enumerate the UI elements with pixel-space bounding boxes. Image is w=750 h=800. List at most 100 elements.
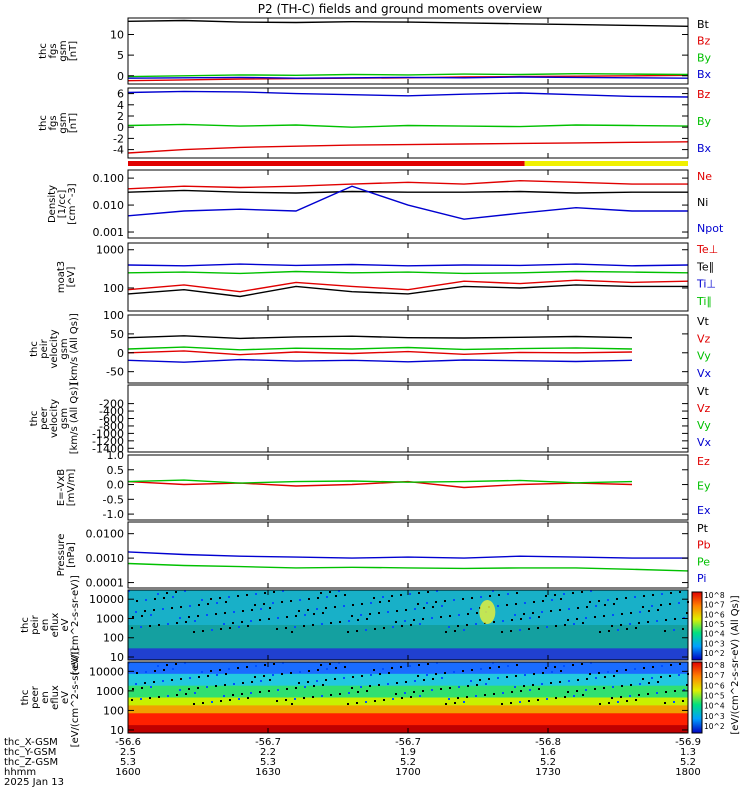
spectrogram-speckle xyxy=(242,682,244,684)
spectrogram-speckle xyxy=(316,608,318,610)
spectrogram-speckle xyxy=(422,690,424,692)
series-line-Npot xyxy=(127,185,688,220)
spectrogram-speckle xyxy=(370,674,372,676)
y-tick-label: 100 xyxy=(103,309,124,322)
spectrogram-speckle xyxy=(379,673,381,675)
orbit-value: 1.9 xyxy=(400,747,416,758)
spectrogram-speckle xyxy=(299,671,301,673)
spectrogram-speckle xyxy=(303,697,305,699)
spectrogram-speckle xyxy=(568,680,570,682)
series-line-By xyxy=(127,123,689,128)
spectrogram-speckle xyxy=(281,601,283,603)
colorbar-strip xyxy=(691,591,703,661)
spectrogram-speckle xyxy=(564,624,566,626)
spectrogram-speckle xyxy=(532,612,534,614)
spectrogram-speckle xyxy=(679,663,681,665)
spectrogram-speckle xyxy=(188,616,190,618)
spectrogram-speckle xyxy=(392,626,394,628)
spectrogram-speckle xyxy=(467,685,469,687)
spectrogram-speckle xyxy=(329,591,331,593)
spectrogram-speckle xyxy=(238,626,240,628)
panel-fgs_gsm: 10 5 0 thc fgs gsm [nT] Bt Bz By Bx xyxy=(38,17,712,85)
spectrogram-speckle xyxy=(435,601,437,603)
spectrogram-speckle xyxy=(589,601,591,603)
spectrogram-speckle xyxy=(374,700,376,702)
legend-Pb: Pb xyxy=(697,539,711,552)
spectrogram-speckle xyxy=(613,675,615,677)
spectrogram-speckle xyxy=(567,691,569,693)
spectrogram-speckle xyxy=(440,616,442,618)
y-tick-label: 0.0100 xyxy=(86,528,125,541)
spectrogram-speckle xyxy=(246,666,248,668)
spectrogram-speckle xyxy=(626,700,628,702)
y-axis-label: thc peer en eflux eV [eV/(cm^2-s-sr-eV)] xyxy=(20,648,81,748)
spectrogram-speckle xyxy=(514,614,516,616)
legend-By: By xyxy=(697,115,712,128)
spectrogram-speckle xyxy=(555,625,557,627)
spectrogram-speckle xyxy=(141,615,143,617)
spectrogram-speckle xyxy=(489,667,491,669)
spectrogram-speckle xyxy=(255,665,257,667)
spectrogram-speckle xyxy=(281,673,283,675)
y-tick-label: -2 xyxy=(113,132,124,145)
y-axis-label-line: Density xyxy=(47,185,58,223)
y-axis-label-line: thc xyxy=(38,115,49,131)
spectrogram-speckle xyxy=(260,680,262,682)
spectrogram-speckle xyxy=(254,604,256,606)
y-tick-label: 10 xyxy=(110,29,124,42)
colorbar-tick-label: 10^2 xyxy=(704,649,725,658)
spectrogram-speckle xyxy=(312,696,314,698)
orbit-value: 1730 xyxy=(535,767,560,778)
orbit-value: 5.2 xyxy=(540,757,556,768)
legend-Vy: Vy xyxy=(697,419,711,432)
orbit-value: -56.8 xyxy=(535,737,561,748)
spectrogram-speckle xyxy=(414,608,416,610)
spectrogram-speckle xyxy=(573,623,575,625)
spectrogram-speckle xyxy=(480,596,482,598)
spectrogram-speckle xyxy=(383,627,385,629)
y-tick-label: -400 xyxy=(99,405,124,418)
series-line-Pi xyxy=(127,551,688,559)
spectrogram-speckle xyxy=(149,697,151,699)
spectrogram-speckle xyxy=(431,689,433,691)
y-tick-label: 6 xyxy=(117,88,124,101)
spectrogram-speckle xyxy=(586,606,588,608)
spectrogram-speckle xyxy=(523,685,525,687)
spectrogram-speckle xyxy=(228,596,230,598)
spectrogram-speckle xyxy=(132,616,134,618)
spectrogram-speckle xyxy=(466,696,468,698)
spectrogram-speckle xyxy=(378,612,380,614)
legend-Vt: Vt xyxy=(697,385,710,398)
y-axis-label-line: thc xyxy=(20,690,31,706)
legend-Ex: Ex xyxy=(697,504,711,517)
legend-Vx: Vx xyxy=(697,436,712,449)
spectrogram-speckle xyxy=(325,607,327,609)
spectrogram-speckle xyxy=(589,673,591,675)
spectrogram-speckle xyxy=(254,676,256,678)
spectrogram-speckle xyxy=(607,599,609,601)
spectrogram-speckle xyxy=(225,673,227,675)
colorbar-tick-label: 10^4 xyxy=(704,702,725,711)
spectrogram-band xyxy=(128,713,688,718)
spectrogram-speckle xyxy=(532,684,534,686)
series-line-Ti∥ xyxy=(127,270,689,275)
spectrogram-speckle xyxy=(290,600,292,602)
spectrogram-speckle xyxy=(344,594,346,596)
spectrogram-speckle xyxy=(639,611,641,613)
orbit-value: 2.5 xyxy=(120,747,136,758)
spectrogram-speckle xyxy=(272,602,274,604)
spectrogram-speckle xyxy=(361,675,363,677)
spectrogram-speckle xyxy=(193,703,195,705)
spectrogram-band xyxy=(128,601,688,607)
spectrogram-speckle xyxy=(502,620,504,622)
spectrogram-speckle xyxy=(541,683,543,685)
spectrogram-speckle xyxy=(202,702,204,704)
spectrogram-speckle xyxy=(201,671,203,673)
spectrogram-speckle xyxy=(479,679,481,681)
y-tick-label: 10 xyxy=(110,724,124,737)
orbit-row-label: thc_X-GSM xyxy=(4,737,58,748)
y-axis-label-line: eflux xyxy=(50,685,61,710)
spectrogram-speckle xyxy=(197,615,199,617)
